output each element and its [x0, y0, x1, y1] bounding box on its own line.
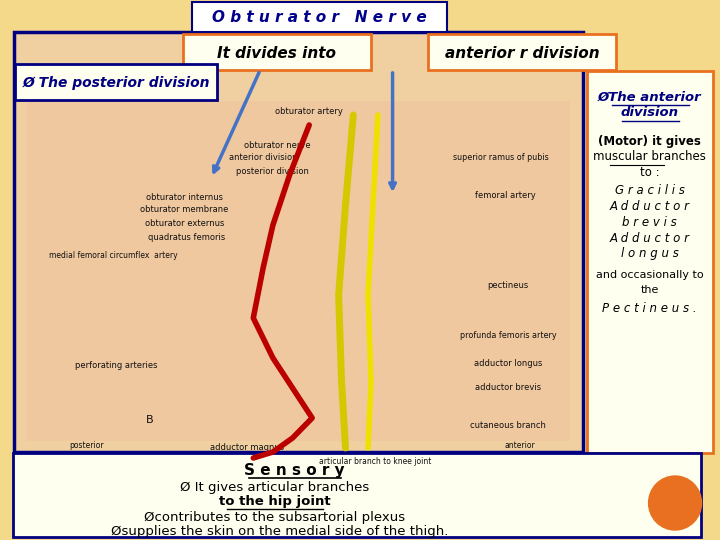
Text: profunda femoris artery: profunda femoris artery — [460, 330, 557, 340]
Text: (Motor) it gives: (Motor) it gives — [598, 136, 701, 148]
Text: adductor brevis: adductor brevis — [475, 383, 541, 393]
Text: anterior r division: anterior r division — [445, 45, 599, 60]
FancyBboxPatch shape — [13, 453, 701, 537]
Text: Øsupplies the skin on the medial side of the thigh.: Øsupplies the skin on the medial side of… — [111, 524, 449, 537]
Text: P e c t i n e u s .: P e c t i n e u s . — [602, 301, 697, 314]
Text: S e n s o r y: S e n s o r y — [244, 462, 345, 477]
Text: adductor longus: adductor longus — [474, 359, 542, 368]
Text: obturator externus: obturator externus — [145, 219, 225, 227]
FancyBboxPatch shape — [428, 34, 616, 70]
Circle shape — [649, 476, 701, 530]
Text: anterior: anterior — [505, 441, 536, 449]
Text: A d d u c t o r: A d d u c t o r — [610, 232, 690, 245]
Text: It divides into: It divides into — [217, 45, 336, 60]
Text: B: B — [145, 415, 153, 425]
Text: articular branch to knee joint: articular branch to knee joint — [319, 457, 431, 467]
Text: Ø It gives articular branches: Ø It gives articular branches — [180, 482, 369, 495]
Text: obturator artery: obturator artery — [275, 107, 343, 117]
Text: b r e v i s: b r e v i s — [622, 215, 677, 228]
Text: muscular branches: muscular branches — [593, 151, 706, 164]
Text: quadratus femoris: quadratus femoris — [148, 233, 225, 241]
FancyBboxPatch shape — [192, 2, 446, 32]
Text: posterior division: posterior division — [236, 167, 310, 177]
Text: division: division — [621, 106, 678, 119]
Text: to :: to : — [640, 165, 660, 179]
Text: medial femoral circumflex  artery: medial femoral circumflex artery — [49, 251, 177, 260]
Text: O b t u r a t o r   N e r v e: O b t u r a t o r N e r v e — [212, 10, 426, 25]
Text: superior ramus of pubis: superior ramus of pubis — [453, 153, 549, 163]
Text: posterior: posterior — [69, 441, 104, 449]
Text: A d d u c t o r: A d d u c t o r — [610, 200, 690, 213]
FancyBboxPatch shape — [15, 64, 217, 100]
Text: to the hip joint: to the hip joint — [219, 496, 330, 509]
FancyBboxPatch shape — [14, 32, 583, 452]
Text: cutaneous branch: cutaneous branch — [470, 421, 546, 429]
FancyBboxPatch shape — [183, 34, 371, 70]
Text: and occasionally to: and occasionally to — [595, 270, 703, 280]
Text: Ø The posterior division: Ø The posterior division — [22, 76, 210, 90]
FancyBboxPatch shape — [587, 71, 714, 453]
FancyBboxPatch shape — [27, 101, 570, 441]
Text: pectineus: pectineus — [487, 280, 529, 289]
Text: ØThe anterior: ØThe anterior — [598, 91, 701, 104]
Text: obturator internus: obturator internus — [146, 192, 223, 201]
Text: obturator membrane: obturator membrane — [140, 206, 229, 214]
Text: anterior division: anterior division — [229, 153, 297, 163]
Text: perforating arteries: perforating arteries — [75, 361, 157, 369]
Text: the: the — [640, 285, 659, 295]
Text: femoral artery: femoral artery — [475, 191, 536, 199]
Text: Øcontributes to the subsartorial plexus: Øcontributes to the subsartorial plexus — [144, 510, 405, 523]
Text: adductor magnus: adductor magnus — [210, 443, 284, 453]
Text: obturator nerve: obturator nerve — [243, 140, 310, 150]
Text: l o n g u s: l o n g u s — [621, 247, 678, 260]
Text: G r a c i l i s: G r a c i l i s — [615, 184, 685, 197]
